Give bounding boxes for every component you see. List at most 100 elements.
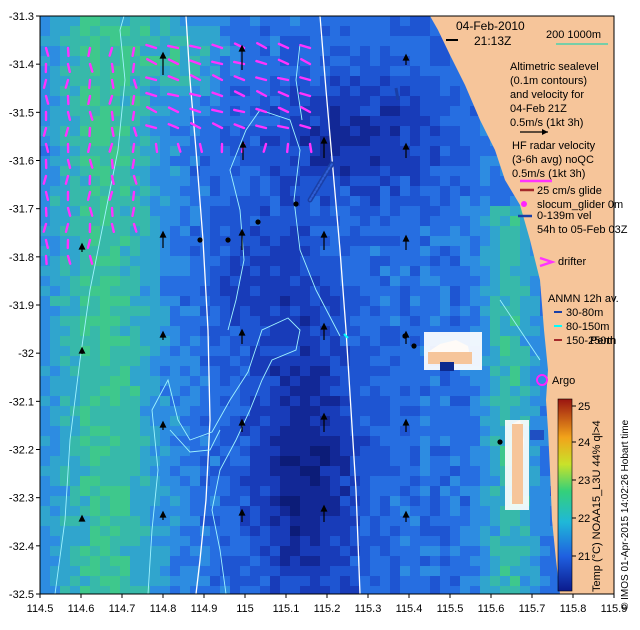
legend-annotations: 04-Feb-2010 21:13Z 200 1000m Altimetric … [446,19,628,387]
hf-radar-vector [233,108,246,114]
colorbar-ticks: 25 24 23 22 21 [572,401,590,563]
hf-radar-vector [176,142,182,153]
hf-radar-vector [211,43,224,50]
hf-radar-vector [167,106,180,114]
hf-radar-vector [132,222,138,233]
credit-text: © IMOS 01-Apr-2015 14:02:26 Hobart time [620,419,631,610]
hf-radar-vector [211,108,224,114]
hf-radar-vector [44,94,50,105]
velocity-arrowhead [402,142,410,150]
lon-tick-label: 115.3 [355,603,382,615]
velocity-arrowhead [320,504,328,512]
hf-radar-vector [167,58,180,66]
hf-radar-vector [211,91,224,98]
hf-radar-vector [88,254,94,265]
hf-radar-vector [233,123,246,130]
velocity-arrowhead [320,322,328,330]
lon-tick-label: 115 [236,603,254,615]
hf-radar-vector [110,158,114,170]
velocity-arrowhead [320,136,328,144]
hf-radar-vector [211,74,224,82]
velocity-arrowhead [239,140,247,148]
colorbar-tick-label: 23 [578,475,590,487]
colorbar-label: Temp (°C) NOAA15_L3U 44% ql>4 [591,420,603,592]
lon-tick-label: 115.2 [314,603,341,615]
colorbar-tick-label: 21 [578,551,590,563]
glider-line-1: 25 cm/s glide [537,185,602,197]
velocity-arrowhead [78,514,86,522]
velocity-dot [293,201,299,207]
velocity-arrowhead [159,420,167,428]
hf-radar-vector [256,42,268,50]
hf-radar-line-1: HF radar velocity [512,140,596,152]
hf-radar-vectors [42,42,313,266]
lon-tick-label: 114.6 [68,603,95,615]
hf-radar-vector [110,222,115,233]
hf-radar-vector [66,110,72,121]
hf-radar-vector [211,122,224,130]
velocity-arrowhead [402,53,410,61]
hf-radar-vector [277,124,290,130]
hf-radar-vector [189,74,202,82]
lon-tick-label: 115.5 [437,603,464,615]
velocity-arrowhead [238,418,246,426]
lat-tick-label: -31.8 [9,252,34,264]
velocity-arrowhead [402,418,410,426]
hf-radar-vector [64,174,70,185]
hf-radar-vector [299,76,312,82]
hf-radar-vector [131,206,136,218]
latitude-axis: -31.3 -31.4 -31.5 -31.6 -31.7 -31.8 -31.9 -32 -3… [9,11,40,601]
hf-radar-vector [44,254,48,266]
hf-radar-vector [189,59,202,66]
hf-radar-vector [255,124,268,130]
lon-tick-label: 115.9 [601,603,628,615]
hf-radar-vector [189,122,202,130]
hf-radar-vector [110,174,115,186]
hf-radar-vector [308,142,313,154]
lon-tick-label: 115.8 [560,603,587,615]
hf-radar-vector [88,78,92,90]
hf-radar-vector [42,222,48,233]
anmn-depth-1: 30-80m [566,307,603,319]
hf-radar-vector [132,126,138,137]
velocity-arrowhead [159,51,167,59]
velocity-dot [255,219,261,225]
hf-radar-vector [88,126,92,138]
hf-radar-vector [167,44,180,50]
hf-radar-vector [88,158,94,169]
hf-radar-vector [42,174,48,185]
map-date: 04-Feb-2010 [456,19,525,33]
hf-radar-vector [131,190,136,202]
hf-radar-vector [146,58,158,66]
hf-radar-vector [131,158,136,170]
hf-radar-vector [86,190,92,201]
velocity-dot [411,343,417,349]
lat-tick-label: -32.1 [9,396,34,408]
hf-radar-vector [110,206,114,218]
lat-tick-label: -32.2 [9,445,34,457]
glider-line-4: 54h to 05-Feb 03Z [537,224,628,236]
hf-radar-vector [277,76,290,82]
hf-radar-vector [64,126,70,137]
lat-tick-label: -31.7 [9,204,34,216]
hf-radar-vector [300,58,312,66]
hf-radar-vector [108,94,114,105]
hf-radar-vector [42,78,48,89]
hf-radar-vector [277,58,290,66]
velocity-arrowhead [238,44,246,52]
lat-tick-label: -32.3 [9,493,34,505]
altimetry-line-1: Altimetric sealevel [510,61,599,73]
hf-radar-line-3: 0.5m/s (1kt 3h) [512,168,585,180]
hf-radar-vector [233,75,246,82]
hf-radar-vector [299,92,312,98]
hf-radar-vector [131,46,136,58]
altimetry-line-4: 04-Feb 21Z [510,103,567,115]
hf-radar-vector [110,78,115,90]
anmn-title: ANMN 12h av. [548,293,619,305]
velocity-arrowhead [320,412,328,420]
hf-radar-vector [145,43,158,50]
lat-tick-label: -32 [18,348,34,360]
hf-radar-vector [66,158,72,169]
hf-radar-vector [108,46,114,57]
